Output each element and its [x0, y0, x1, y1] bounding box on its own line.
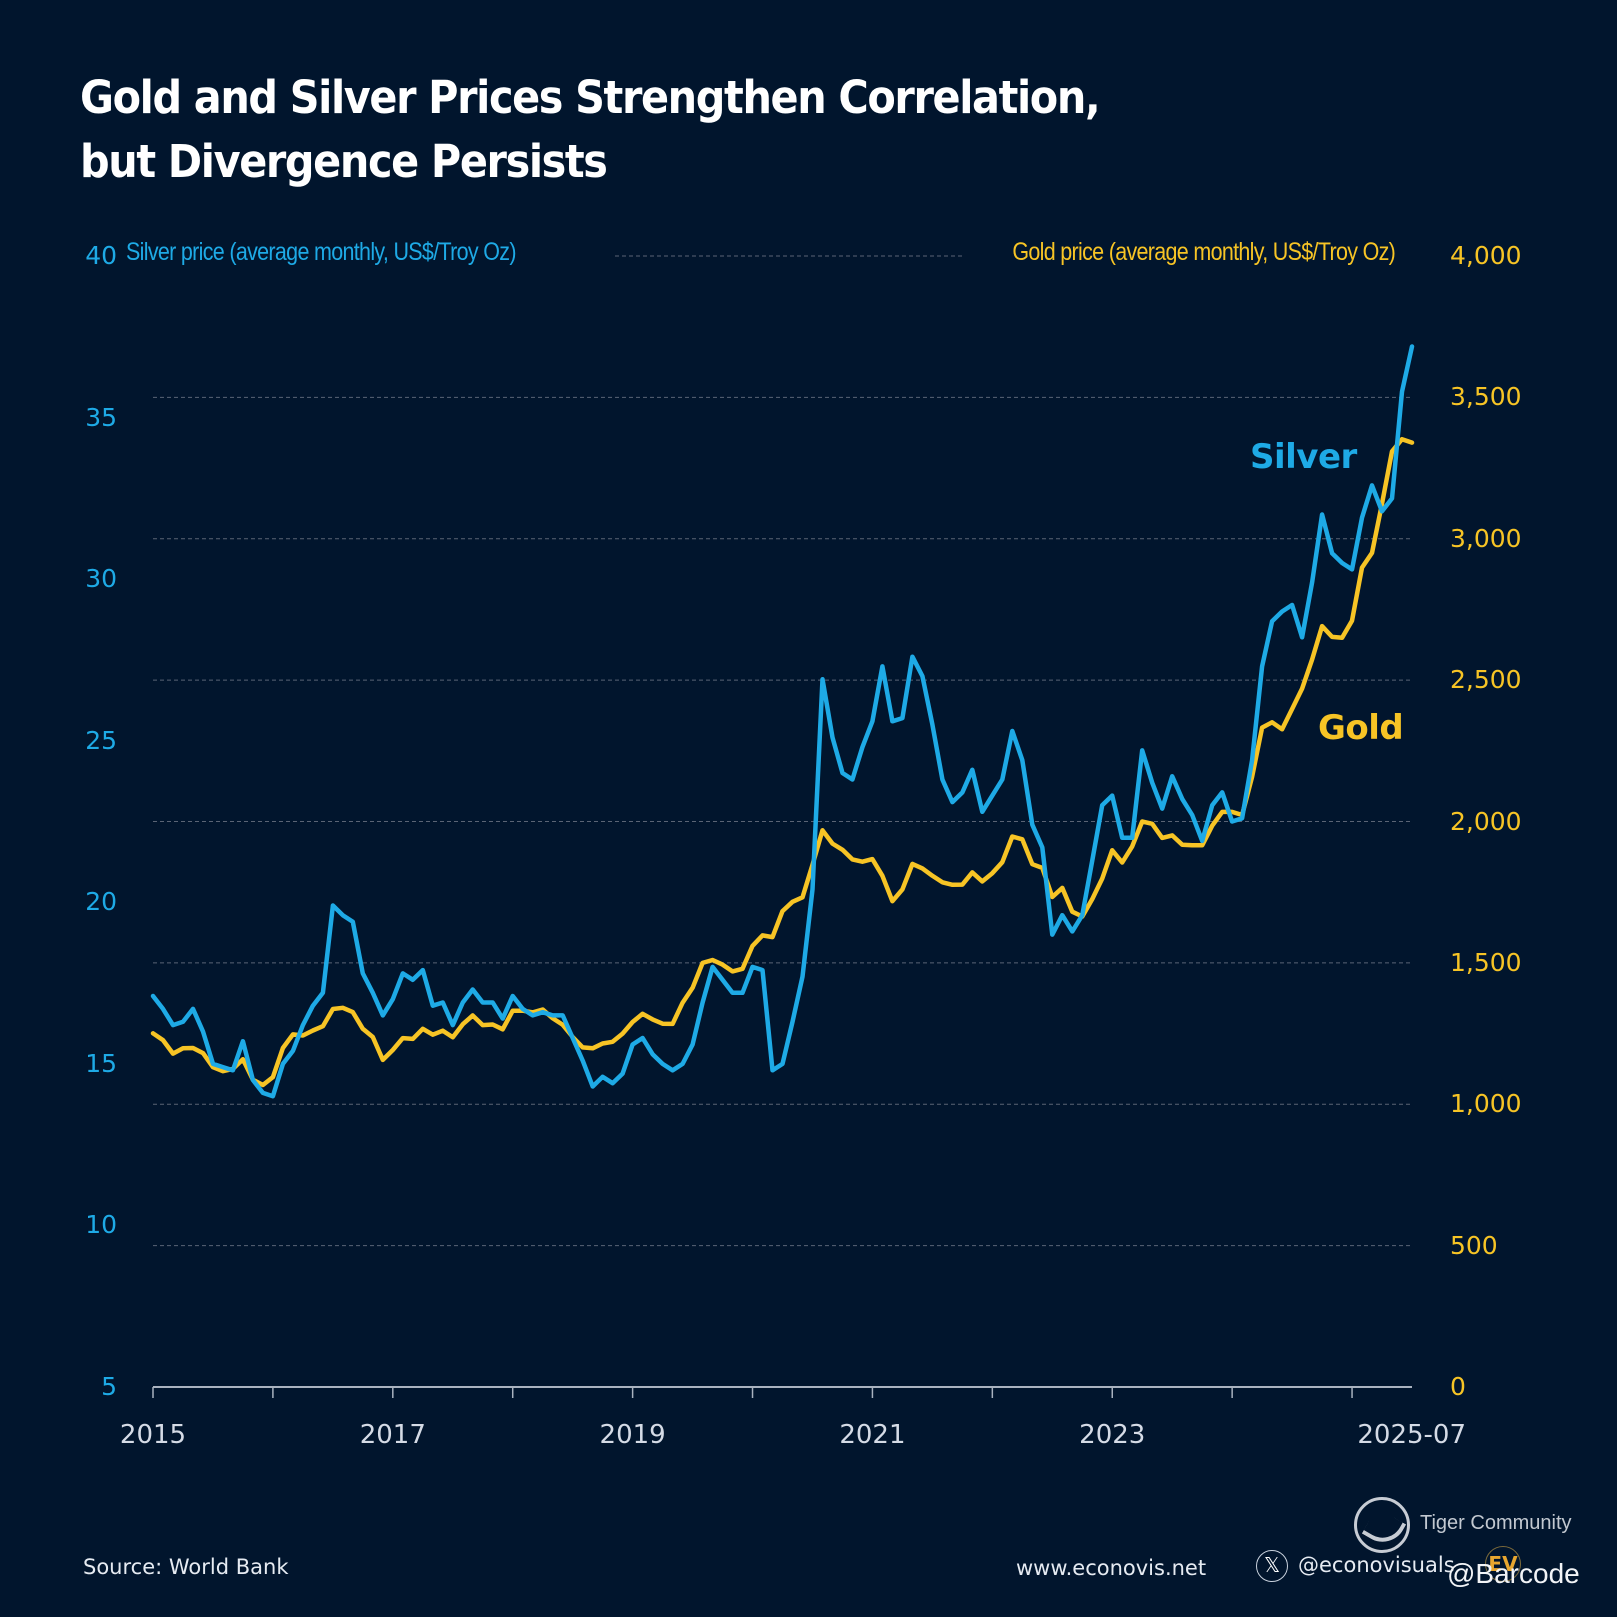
- gold-axis-tick-label: 1,500: [1450, 947, 1522, 977]
- silver-axis-tick-label: 35: [85, 402, 117, 432]
- x-logo-icon[interactable]: 𝕏: [1256, 1550, 1288, 1582]
- series-lines: [150, 344, 1415, 1099]
- silver-axis-tick-label: 10: [85, 1210, 117, 1240]
- gold-axis-title: Gold price (average monthly, US$/Troy Oz…: [1012, 238, 1396, 266]
- silver-axis-title: Silver price (average monthly, US$/Troy …: [126, 238, 516, 266]
- watermark-community: Tiger Community: [1420, 1512, 1572, 1534]
- gold-axis-tick-label: 0: [1450, 1372, 1466, 1401]
- silver-price-line: [150, 344, 1415, 1099]
- gold-axis-tick-label: 500: [1450, 1230, 1498, 1260]
- x-axis-tick-label: 2015: [119, 1420, 187, 1450]
- silver-axis-tick-label: 5: [101, 1372, 117, 1401]
- silver-axis-tick-label: 25: [85, 725, 117, 755]
- x-handle-link[interactable]: @econovisuals: [1298, 1553, 1455, 1577]
- x-axis-tick-label: 2025-07: [1357, 1420, 1466, 1450]
- chart-title-line-1: Gold and Silver Prices Strengthen Correl…: [80, 71, 1101, 124]
- silver-axis-tick-label: 30: [85, 564, 117, 594]
- x-axis: [152, 1386, 1412, 1398]
- chart-title: Gold and Silver Prices Strengthen Correl…: [80, 66, 1276, 194]
- watermark-user: @Barcode: [1447, 1558, 1580, 1589]
- gold-axis-tick-label: 2,500: [1450, 665, 1522, 695]
- x-axis-tick-label: 2021: [839, 1420, 906, 1450]
- x-axis-tick-label: 2019: [599, 1420, 666, 1450]
- gold-axis-tick-label: 3,500: [1450, 382, 1522, 412]
- gold-axis-tick-label: 2,000: [1450, 806, 1522, 836]
- gold-axis-tick-label: 4,000: [1450, 241, 1522, 270]
- gold-series-label: Gold: [1318, 708, 1404, 748]
- silver-series-label: Silver: [1250, 437, 1357, 477]
- silver-axis-tick-label: 40: [85, 241, 117, 270]
- x-axis-tick-label: 2023: [1079, 1420, 1146, 1450]
- website-link[interactable]: www.econovis.net: [1016, 1556, 1207, 1580]
- silver-axis-tick-label: 15: [85, 1048, 117, 1078]
- chart-title-line-2: but Divergence Persists: [80, 135, 608, 188]
- gridlines: [153, 255, 1412, 1247]
- tiger-community-logo-icon: [1354, 1497, 1410, 1553]
- x-axis-tick-label: 2017: [359, 1420, 426, 1450]
- gold-axis-tick-label: 1,000: [1450, 1089, 1522, 1119]
- silver-axis-tick-label: 20: [85, 887, 117, 917]
- ev-logo-icon: EV: [1485, 1546, 1521, 1582]
- gold-price-line: [150, 436, 1415, 1088]
- source-note: Source: World Bank: [83, 1555, 289, 1579]
- gold-axis-tick-label: 3,000: [1450, 523, 1522, 553]
